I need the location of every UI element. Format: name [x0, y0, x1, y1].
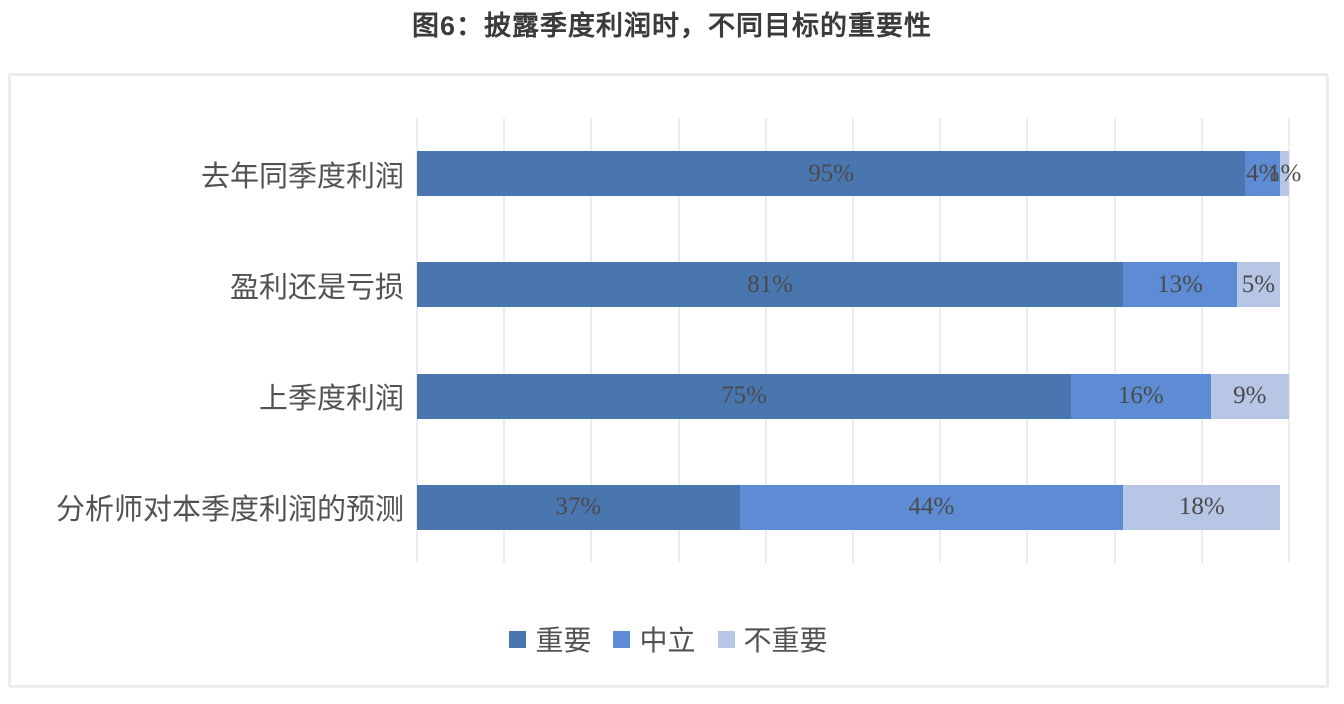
- category-label: 去年同季度利润: [200, 160, 404, 193]
- legend-label: 中立: [639, 626, 696, 657]
- gridline: [1113, 118, 1116, 563]
- bar-segment-中立: 16%: [1071, 373, 1211, 419]
- legend-swatch: [613, 630, 631, 648]
- bar-segment-中立: 44%: [739, 484, 1124, 530]
- chart-row: 分析师对本季度利润的预测 37% 44% 18%: [11, 452, 1289, 563]
- legend-label: 重要: [535, 626, 592, 657]
- bar-value-label: 95%: [808, 159, 855, 187]
- bar-segment-不重要: 9%: [1210, 373, 1289, 419]
- bar-segment-重要: 75%: [417, 373, 1071, 419]
- bar-value-label: 37%: [555, 493, 602, 521]
- category-label: 上季度利润: [258, 383, 404, 416]
- legend-swatch: [717, 630, 735, 648]
- chart-title: 图6：披露季度利润时，不同目标的重要性: [411, 11, 932, 41]
- gridline: [503, 118, 506, 563]
- bar-value-label: 1%: [1267, 159, 1302, 187]
- bar-track: 37% 44% 18%: [417, 484, 1289, 530]
- gridline: [416, 118, 418, 563]
- category-label: 分析师对本季度利润的预测: [55, 494, 404, 527]
- bar-track: 75% 16% 9%: [417, 373, 1289, 419]
- gridline: [764, 118, 767, 563]
- bar-value-label: 44%: [908, 493, 955, 521]
- gridline: [939, 118, 942, 563]
- bar-track: 95% 4% 1%: [417, 151, 1301, 197]
- category-label: 盈利还是亏损: [229, 271, 404, 304]
- chart-row: 上季度利润 75% 16% 9%: [11, 341, 1289, 452]
- bar-segment-不重要: 18%: [1123, 484, 1281, 530]
- legend: 重要 中立 不重要: [11, 619, 1326, 659]
- bar-value-label: 18%: [1178, 493, 1225, 521]
- bar-segment-中立: 4%: [1245, 151, 1281, 197]
- chart-frame: 去年同季度利润 95% 4% 1% 盈利还是亏损 81% 13% 5% 上季度利润 75% 16% 9…: [8, 73, 1329, 688]
- bar-track: 81% 13% 5%: [417, 262, 1289, 308]
- bar-segment-重要: 95%: [417, 151, 1246, 197]
- bar-segment-重要: 81%: [417, 262, 1124, 308]
- plot-gridlines: [416, 118, 1290, 563]
- bar-segment-重要: 37%: [417, 484, 740, 530]
- bar-value-label: 4%: [1246, 159, 1280, 187]
- bar-value-label: 9%: [1233, 382, 1267, 410]
- gridline: [1200, 118, 1203, 563]
- chart-row: 去年同季度利润 95% 4% 1%: [11, 118, 1301, 229]
- legend-item-重要: 重要: [509, 619, 591, 659]
- bar-segment-中立: 13%: [1123, 262, 1237, 308]
- bar-value-label: 81%: [747, 270, 794, 298]
- gridline: [590, 118, 593, 563]
- bar-value-label: 75%: [721, 382, 767, 410]
- bar-value-label: 16%: [1117, 382, 1164, 410]
- gridline: [852, 118, 854, 563]
- legend-item-中立: 中立: [613, 619, 696, 659]
- legend-label: 不重要: [743, 626, 828, 657]
- bar-rows: 去年同季度利润 95% 4% 1% 盈利还是亏损 81% 13% 5% 上季度利润 75% 16% 9…: [11, 118, 1301, 563]
- bar-value-label: 5%: [1241, 270, 1276, 298]
- bar-value-label: 13%: [1157, 270, 1203, 298]
- gridline: [1288, 118, 1290, 563]
- bar-segment-不重要: 1%: [1268, 151, 1301, 197]
- gridline: [1026, 118, 1029, 563]
- legend-swatch: [509, 630, 527, 648]
- legend-item-不重要: 不重要: [717, 619, 828, 659]
- bar-segment-不重要: 5%: [1236, 262, 1281, 308]
- gridline: [677, 118, 680, 563]
- chart-row: 盈利还是亏损 81% 13% 5%: [11, 229, 1289, 340]
